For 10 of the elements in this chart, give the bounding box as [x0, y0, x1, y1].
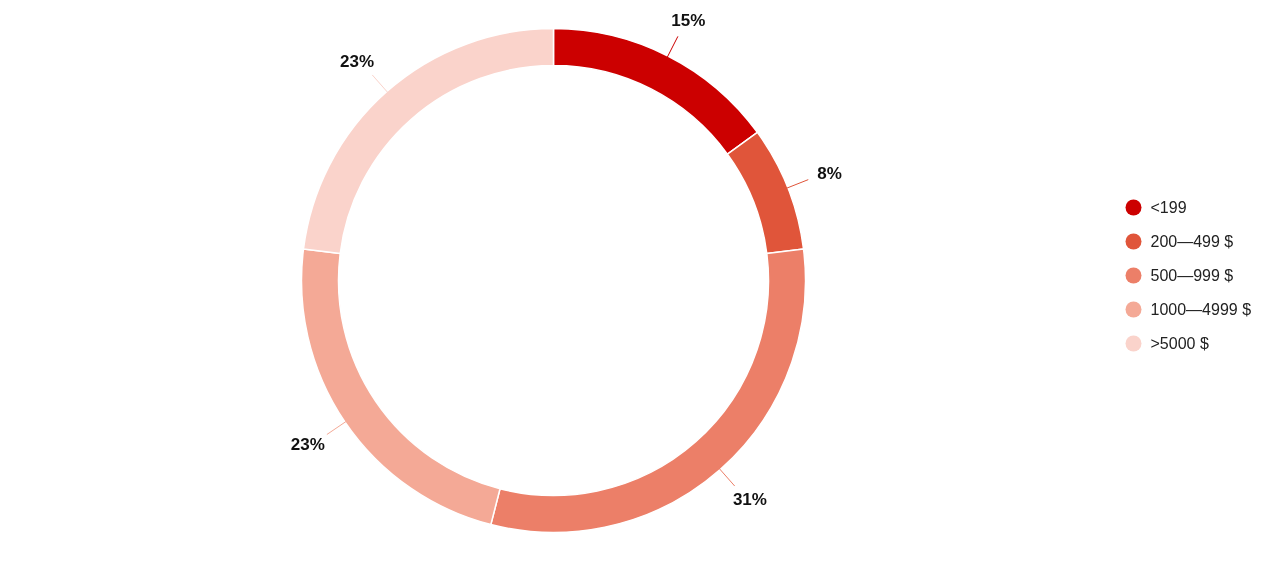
- legend-label: <199: [1150, 199, 1187, 216]
- legend-label: 200—499 $: [1150, 233, 1234, 250]
- data-label: 31%: [732, 490, 767, 510]
- data-label: 15%: [671, 10, 706, 30]
- data-label: 23%: [340, 51, 375, 71]
- data-label: 8%: [817, 163, 842, 183]
- legend-label: 1000—4999 $: [1150, 301, 1252, 318]
- legend-label: >5000 $: [1150, 335, 1209, 352]
- data-label: 23%: [290, 435, 325, 455]
- legend-label: 500—999 $: [1150, 267, 1234, 284]
